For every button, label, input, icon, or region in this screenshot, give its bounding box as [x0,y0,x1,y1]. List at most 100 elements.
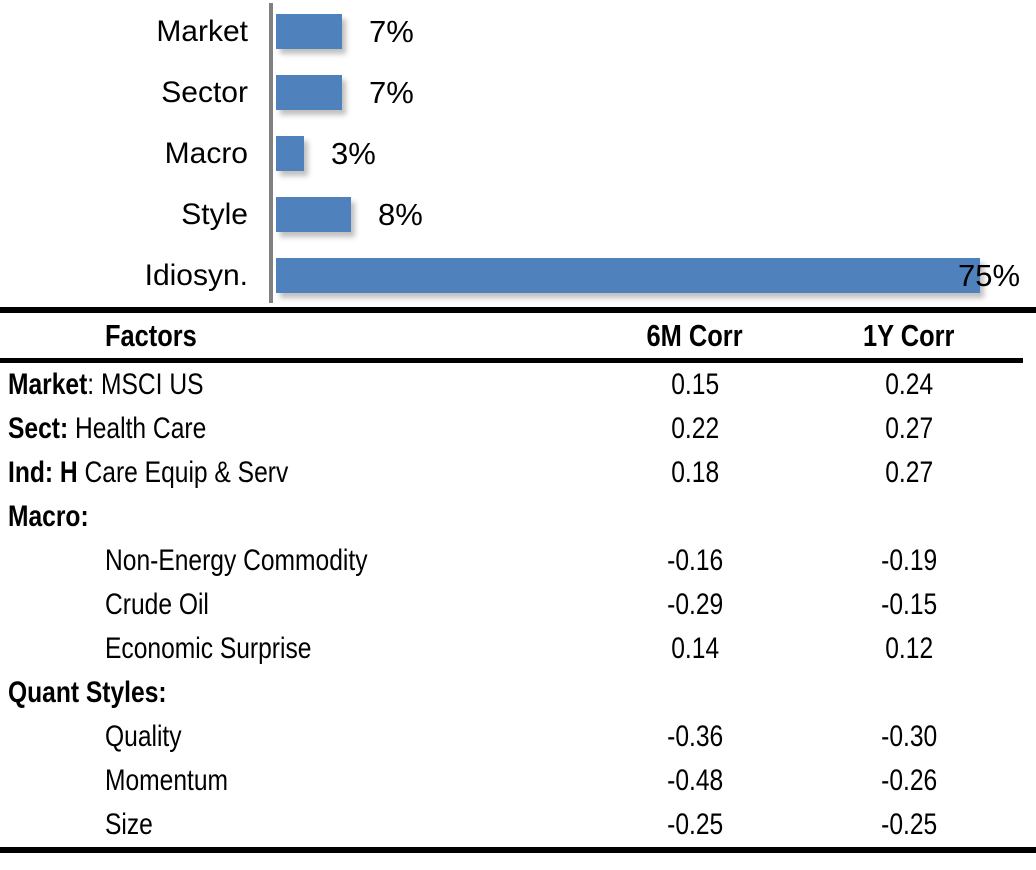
corr-1y-cell: 0.27 [795,456,1023,490]
chart-category-label: Market [156,14,248,48]
corr-6m-value: -0.48 [666,764,724,797]
corr-1y-value: 0.27 [885,456,933,489]
factor-cell: Quality [0,720,595,754]
table-header-1y-corr-label: 1Y Corr [863,317,955,353]
chart-row: Market 7% [0,1,1036,62]
factor-label-bold: Market [8,368,88,401]
corr-6m-cell: -0.16 [595,544,795,578]
corr-6m-cell: 0.14 [595,632,795,666]
factor-label: Size [105,808,153,842]
table-header-6m-corr: 6M Corr [595,318,795,354]
corr-1y-cell: -0.19 [795,544,1023,578]
corr-6m-cell: -0.25 [595,808,795,842]
chart-bar-area: 75% [276,245,1036,306]
risk-decomposition-bar-chart: Market 7% Sector 7% Macro 3% Style 8% Idiosyn. 75… [0,0,1036,307]
factor-label-rest: Crude Oil [105,588,209,621]
table-header-factors: Factors [0,318,595,354]
corr-6m-cell: 0.15 [595,368,795,402]
factor-label: Economic Surprise [105,632,311,666]
factor-label: Momentum [105,764,228,798]
table-row: Market: MSCI US 0.15 0.24 [0,363,1023,407]
corr-6m-value: -0.25 [666,808,724,841]
corr-6m-value: 0.14 [671,632,719,665]
chart-bar [276,197,351,232]
chart-bar-area: 7% [276,1,1036,62]
factor-label-rest: Momentum [105,764,229,797]
corr-1y-value: -0.15 [880,588,938,621]
corr-6m-cell: 0.18 [595,456,795,490]
table-row: Quality -0.36 -0.30 [0,715,1023,759]
corr-1y-value: 0.24 [885,368,933,401]
factor-label-bold: Macro: [8,500,89,533]
corr-6m-value: -0.16 [666,544,724,577]
chart-category-label: Macro [164,136,248,170]
chart-bar-area: 8% [276,184,1036,245]
factor-label-rest: Economic Surprise [105,632,312,665]
corr-1y-cell: -0.26 [795,764,1023,798]
corr-1y-cell: -0.25 [795,808,1023,842]
factor-cell: Macro: [0,500,595,534]
chart-bar-area: 7% [276,62,1036,123]
factor-cell: Crude Oil [0,588,595,622]
factor-label-rest: Size [105,808,153,841]
chart-bar [276,136,304,171]
factor-cell: Quant Styles: [0,676,595,710]
factor-cell: Momentum [0,764,595,798]
factor-label-rest: : MSCI US [87,368,204,401]
table-row: Ind: H Care Equip & Serv 0.18 0.27 [0,451,1023,495]
factor-label: Market: MSCI US [8,368,203,402]
corr-6m-cell: 0.22 [595,412,795,446]
factor-cell: Non-Energy Commodity [0,544,595,578]
factor-cell: Sect: Health Care [0,412,595,446]
corr-1y-cell: 0.24 [795,368,1023,402]
correlation-table: Factors 6M Corr 1Y Corr Market: MSCI US 0… [0,307,1036,853]
table-row: Macro: [0,495,1023,539]
factor-label: Quant Styles: [8,676,167,710]
table-header-factors-label: Factors [105,317,197,353]
chart-axis-line [269,3,273,303]
chart-value-label: 7% [369,13,414,49]
corr-1y-value: 0.12 [885,632,933,665]
chart-category-label: Sector [161,75,248,109]
table-row: Sect: Health Care 0.22 0.27 [0,407,1023,451]
corr-1y-cell: 0.27 [795,412,1023,446]
corr-1y-value: -0.26 [880,764,938,797]
chart-value-label: 3% [331,135,376,171]
chart-value-label: 8% [378,196,423,232]
corr-1y-value: -0.19 [880,544,938,577]
chart-category-label: Style [181,197,248,231]
chart-bar [276,75,342,110]
chart-plot-area: Market 7% Sector 7% Macro 3% Style 8% Idiosyn. 75… [0,1,1036,306]
table-header-row: Factors 6M Corr 1Y Corr [0,313,1023,363]
chart-row: Style 8% [0,184,1036,245]
table-row: Momentum -0.48 -0.26 [0,759,1023,803]
corr-6m-cell: -0.36 [595,720,795,754]
table-row: Quant Styles: [0,671,1023,715]
corr-6m-value: 0.22 [671,412,719,445]
chart-value-label: 75% [958,257,1021,293]
corr-6m-value: -0.36 [666,720,724,753]
table-header-1y-corr: 1Y Corr [795,318,1023,354]
factor-cell: Market: MSCI US [0,368,595,402]
chart-category-label: Idiosyn. [144,258,248,292]
factor-label-bold: Sect: [8,412,69,445]
factor-label: Sect: Health Care [8,412,206,446]
factor-label-rest: Non-Energy Commodity [105,544,368,577]
table-row: Size -0.25 -0.25 [0,803,1023,847]
corr-1y-value: -0.25 [880,808,938,841]
chart-bar [276,258,980,293]
factor-label-rest: Health Care [68,412,207,445]
factor-label-bold: Quant Styles: [8,676,167,709]
chart-row: Macro 3% [0,123,1036,184]
chart-bar [276,14,342,49]
table-header-6m-corr-label: 6M Corr [646,317,744,353]
factor-label: Ind: H Care Equip & Serv [8,456,288,490]
chart-bar-area: 3% [276,123,1036,184]
factor-label: Macro: [8,500,89,534]
chart-value-label: 7% [369,74,414,110]
table-body: Market: MSCI US 0.15 0.24 Sect: Health Care… [0,363,1023,847]
factor-label: Non-Energy Commodity [105,544,368,578]
corr-1y-cell: 0.12 [795,632,1023,666]
corr-1y-value: 0.27 [885,412,933,445]
factor-cell: Ind: H Care Equip & Serv [0,456,595,490]
